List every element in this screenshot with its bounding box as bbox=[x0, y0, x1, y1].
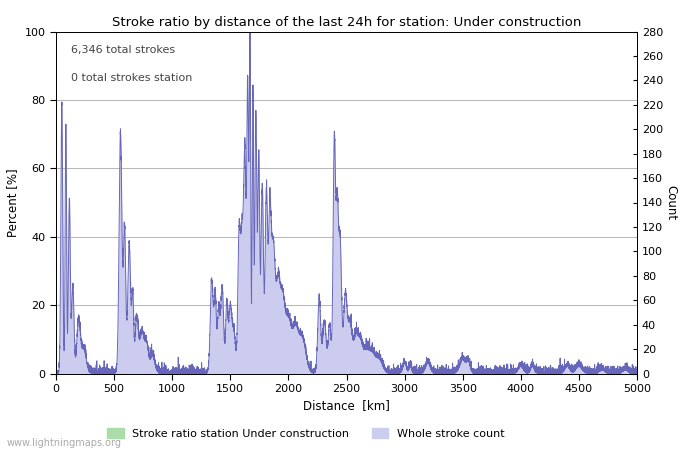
Text: www.lightningmaps.org: www.lightningmaps.org bbox=[7, 438, 122, 448]
Legend: Stroke ratio station Under construction, Whole stroke count: Stroke ratio station Under construction,… bbox=[102, 423, 510, 443]
Y-axis label: Percent [%]: Percent [%] bbox=[6, 168, 19, 237]
Y-axis label: Count: Count bbox=[664, 185, 677, 220]
Text: 0 total strokes station: 0 total strokes station bbox=[71, 72, 192, 82]
X-axis label: Distance  [km]: Distance [km] bbox=[303, 400, 390, 413]
Text: 6,346 total strokes: 6,346 total strokes bbox=[71, 45, 175, 55]
Title: Stroke ratio by distance of the last 24h for station: Under construction: Stroke ratio by distance of the last 24h… bbox=[112, 16, 581, 29]
